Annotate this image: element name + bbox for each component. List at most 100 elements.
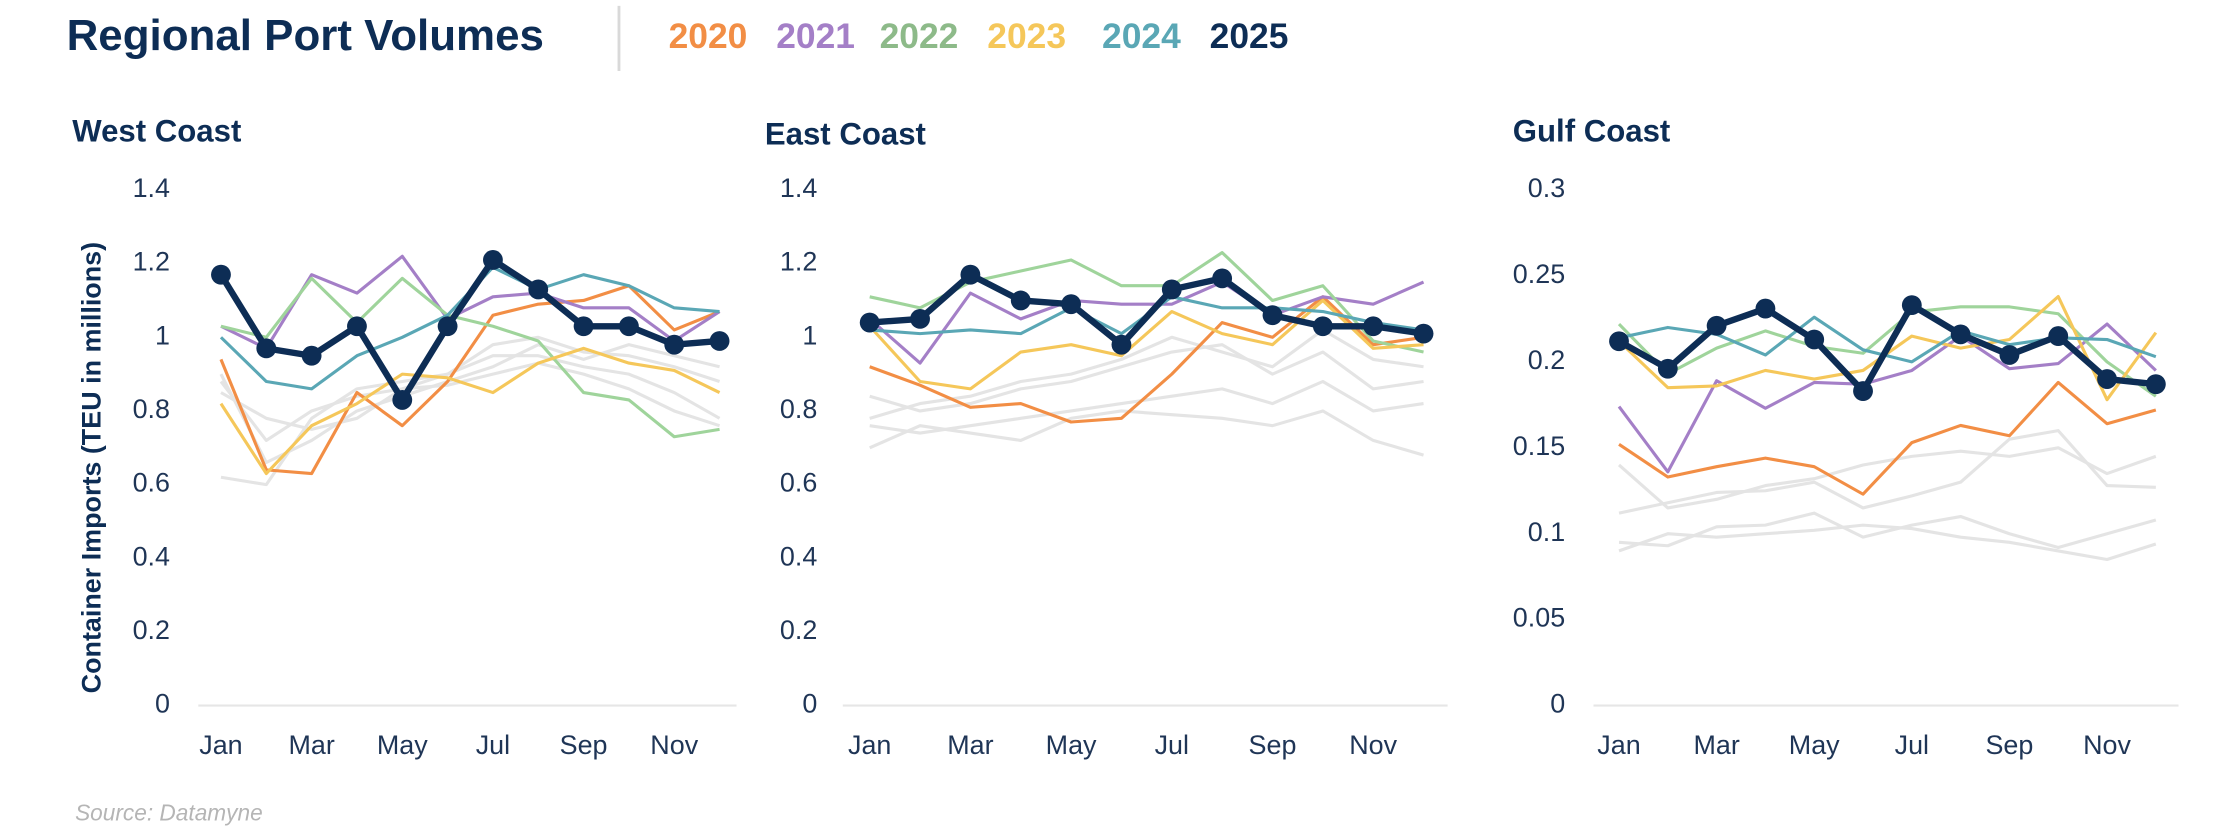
point bbox=[347, 316, 367, 337]
x-tick-label: Jan bbox=[1597, 730, 1640, 760]
point bbox=[1950, 324, 1971, 345]
y-tick-label: 0.25 bbox=[1513, 259, 1565, 289]
y-tick-label: 1.2 bbox=[133, 247, 170, 277]
point bbox=[573, 316, 594, 337]
point bbox=[618, 316, 639, 337]
x-tick-label: Mar bbox=[1693, 730, 1739, 760]
y-tick-label: 0.3 bbox=[1528, 173, 1565, 203]
y-tick-label: 1.2 bbox=[780, 247, 817, 277]
source-note: Source: Datamyne bbox=[75, 800, 263, 826]
page-title: Regional Port Volumes bbox=[67, 11, 544, 60]
y-axis-label: Container Imports (TEU in millions) bbox=[77, 242, 107, 693]
point bbox=[1111, 334, 1132, 355]
y-tick-label: 0 bbox=[802, 689, 817, 719]
point bbox=[2048, 326, 2069, 346]
x-tick-label: May bbox=[1046, 730, 1097, 760]
point bbox=[1262, 305, 1283, 326]
panel-title: Gulf Coast bbox=[1513, 114, 1671, 149]
series-line bbox=[1618, 380, 2157, 496]
x-tick-label: Jan bbox=[199, 730, 242, 760]
x-tick-label: Jul bbox=[476, 730, 510, 760]
y-tick-label: 0.1 bbox=[1528, 517, 1565, 547]
series-line bbox=[219, 265, 720, 391]
point bbox=[483, 250, 503, 270]
legend-entry: 2020 bbox=[669, 16, 748, 56]
y-tick-label: 0.6 bbox=[780, 468, 817, 498]
y-tick-label: 0.2 bbox=[133, 615, 170, 645]
y-tick-label: 0.2 bbox=[1528, 345, 1565, 375]
x-tick-label: Mar bbox=[288, 730, 334, 760]
point bbox=[437, 316, 458, 337]
y-tick-label: 0.6 bbox=[133, 468, 170, 498]
point bbox=[528, 279, 549, 300]
x-tick-label: Nov bbox=[2083, 730, 2131, 760]
series-line bbox=[219, 346, 721, 476]
history-line bbox=[869, 328, 1424, 420]
history-line bbox=[869, 379, 1424, 435]
point bbox=[960, 264, 981, 285]
y-tick-label: 0.4 bbox=[133, 541, 170, 571]
history-line bbox=[1618, 429, 2156, 515]
y-tick-label: 1.4 bbox=[780, 173, 817, 203]
point bbox=[1755, 298, 1776, 319]
y-tick-label: 0.4 bbox=[780, 541, 817, 571]
history-line bbox=[1617, 446, 2157, 510]
series-line bbox=[1617, 322, 2157, 474]
x-tick-label: Sep bbox=[1985, 730, 2033, 760]
series-line bbox=[869, 295, 1424, 424]
point bbox=[1804, 329, 1825, 350]
history-line bbox=[220, 354, 721, 487]
point bbox=[256, 338, 277, 359]
point bbox=[1010, 290, 1031, 311]
series-line bbox=[219, 284, 721, 476]
point bbox=[1901, 295, 1922, 316]
y-tick-label: 0 bbox=[155, 689, 170, 719]
point bbox=[1312, 316, 1333, 337]
point bbox=[2145, 374, 2166, 395]
x-tick-label: Sep bbox=[560, 730, 608, 760]
series-line bbox=[1617, 305, 2157, 398]
point bbox=[211, 264, 231, 285]
point bbox=[910, 308, 930, 329]
point bbox=[1413, 323, 1434, 344]
legend-entry: 2024 bbox=[1102, 16, 1181, 56]
y-tick-label: 0.15 bbox=[1513, 431, 1565, 461]
y-tick-label: 0.8 bbox=[133, 394, 170, 424]
point bbox=[1609, 331, 1629, 352]
x-tick-label: Nov bbox=[1349, 730, 1397, 760]
point bbox=[2097, 369, 2117, 389]
x-tick-label: Mar bbox=[947, 730, 993, 760]
y-tick-label: 1.4 bbox=[133, 173, 170, 203]
x-tick-label: Nov bbox=[650, 730, 698, 760]
x-tick-label: Jan bbox=[848, 730, 891, 760]
history-line bbox=[1618, 511, 2157, 550]
point bbox=[1061, 294, 1082, 315]
series-line bbox=[1617, 301, 2157, 395]
series-line bbox=[869, 251, 1424, 354]
x-tick-label: May bbox=[377, 730, 428, 760]
series-line bbox=[868, 298, 1424, 391]
history-line bbox=[219, 343, 720, 465]
point bbox=[859, 312, 880, 333]
legend-entry: 2022 bbox=[880, 16, 959, 56]
legend-entry: 2021 bbox=[776, 16, 855, 56]
point bbox=[1363, 316, 1384, 337]
panel-title: West Coast bbox=[72, 114, 241, 149]
legend-entry: 2025 bbox=[1210, 16, 1289, 56]
point bbox=[1212, 268, 1233, 289]
x-tick-label: Sep bbox=[1249, 730, 1297, 760]
point bbox=[1706, 315, 1727, 336]
point bbox=[1999, 345, 2020, 365]
x-tick-label: Jul bbox=[1895, 730, 1929, 760]
y-tick-label: 0.8 bbox=[780, 394, 817, 424]
point bbox=[664, 334, 685, 355]
point bbox=[1657, 358, 1678, 379]
x-tick-label: Jul bbox=[1155, 730, 1189, 760]
point bbox=[1853, 381, 1873, 401]
y-tick-label: 0.05 bbox=[1513, 603, 1565, 633]
x-tick-label: May bbox=[1789, 730, 1840, 760]
y-tick-label: 1 bbox=[155, 320, 170, 350]
point bbox=[301, 345, 322, 366]
history-line bbox=[219, 335, 721, 442]
